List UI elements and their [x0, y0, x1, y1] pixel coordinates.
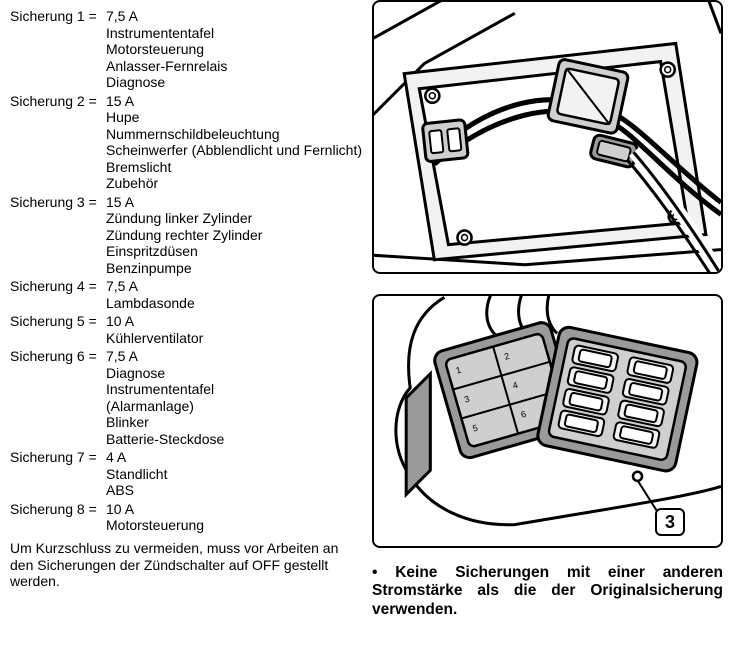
fuse-item: Scheinwerfer (Abblendlicht und Fernlicht…: [106, 142, 362, 159]
fuse-list-column: Sicherung 1 = 7,5 A Instrumententafel Mo…: [0, 0, 368, 660]
fuse-item: Bremslicht: [106, 159, 362, 176]
fuse-items: Diagnose Instrumententafel (Alarmanlage)…: [106, 365, 362, 448]
fuse-item: ABS: [106, 482, 362, 499]
fuse-items: Hupe Nummernschildbeleuchtung Scheinwerf…: [106, 109, 362, 192]
closing-note: Um Kurzschluss zu vermeiden, muss vor Ar…: [10, 540, 350, 590]
fuse-amperage: 4 A: [106, 449, 362, 466]
fuse-label: Sicherung 8 =: [10, 501, 106, 534]
fuse-entry: Sicherung 2 = 15 A Hupe Nummernschildbel…: [10, 93, 362, 192]
fuse-body: 15 A Zündung linker Zylinder Zündung rec…: [106, 194, 362, 277]
fuse-body: 7,5 A Instrumententafel Motorsteuerung A…: [106, 8, 362, 91]
fuse-item: Nummernschildbeleuchtung: [106, 126, 362, 143]
fuse-items: Instrumententafel Motorsteuerung Anlasse…: [106, 25, 362, 91]
fuse-body: 15 A Hupe Nummernschildbeleuchtung Schei…: [106, 93, 362, 192]
fuse-amperage: 15 A: [106, 194, 362, 211]
fuse-entry: Sicherung 7 = 4 A Standlicht ABS: [10, 449, 362, 499]
fuse-body: 7,5 A Lambdasonde: [106, 278, 362, 311]
fuse-item: Motorsteuerung: [106, 41, 362, 58]
fuse-item: Motorsteuerung: [106, 517, 362, 534]
fuse-item: Diagnose: [106, 365, 362, 382]
fuse-item: Blinker: [106, 414, 362, 431]
fuse-label: Sicherung 2 =: [10, 93, 106, 192]
fuse-item: Zubehör: [106, 175, 362, 192]
fuse-amperage: 7,5 A: [106, 348, 362, 365]
fuse-amperage: 7,5 A: [106, 8, 362, 25]
fuse-entry: Sicherung 4 = 7,5 A Lambdasonde: [10, 278, 362, 311]
fuse-item: Anlasser-Fernrelais: [106, 58, 362, 75]
fuse-item: Batterie-Steckdose: [106, 431, 362, 448]
fuse-label: Sicherung 1 =: [10, 8, 106, 91]
fuse-entry: Sicherung 5 = 10 A Kühlerventilator: [10, 313, 362, 346]
fuse-amperage: 15 A: [106, 93, 362, 110]
fuse-items: Zündung linker Zylinder Zündung rechter …: [106, 210, 362, 276]
warning-text: • Keine Sicherungen mit einer anderen St…: [372, 564, 723, 619]
fuse-entry: Sicherung 1 = 7,5 A Instrumententafel Mo…: [10, 8, 362, 91]
fuse-label: Sicherung 7 =: [10, 449, 106, 499]
fuse-item: Diagnose: [106, 74, 362, 91]
figures-column: 1 2 3 4 5 6: [368, 0, 733, 660]
fuse-item: Benzinpumpe: [106, 260, 362, 277]
warning-bullet-icon: •: [372, 564, 377, 581]
fuse-item: Instrumententafel: [106, 381, 362, 398]
fuse-item: Zündung rechter Zylinder: [106, 227, 362, 244]
figure-2-callout: 3: [655, 508, 685, 536]
fuse-item: (Alarmanlage): [106, 398, 362, 415]
fuse-item: Instrumententafel: [106, 25, 362, 42]
fuse-amperage: 10 A: [106, 501, 362, 518]
fuse-item: Lambdasonde: [106, 295, 362, 312]
fuse-entry: Sicherung 8 = 10 A Motorsteuerung: [10, 501, 362, 534]
fuse-item: Kühlerventilator: [106, 330, 362, 347]
fuse-item: Zündung linker Zylinder: [106, 210, 362, 227]
fuse-label: Sicherung 5 =: [10, 313, 106, 346]
fuse-items: Motorsteuerung: [106, 517, 362, 534]
fuse-items: Kühlerventilator: [106, 330, 362, 347]
fuse-body: 7,5 A Diagnose Instrumententafel (Alarma…: [106, 348, 362, 447]
figure-1-svg: [374, 2, 721, 272]
fuse-amperage: 10 A: [106, 313, 362, 330]
fuse-label: Sicherung 4 =: [10, 278, 106, 311]
fuse-items: Lambdasonde: [106, 295, 362, 312]
fuse-body: 4 A Standlicht ABS: [106, 449, 362, 499]
warning-body: Keine Sicherungen mit einer anderen Stro…: [372, 564, 723, 618]
fuse-body: 10 A Kühlerventilator: [106, 313, 362, 346]
fuse-entry: Sicherung 6 = 7,5 A Diagnose Instrumente…: [10, 348, 362, 447]
fuse-amperage: 7,5 A: [106, 278, 362, 295]
fuse-item: Standlicht: [106, 466, 362, 483]
figure-1-compartment: [372, 0, 723, 274]
figure-2-fusebox-open: 1 2 3 4 5 6: [372, 294, 723, 548]
fuse-body: 10 A Motorsteuerung: [106, 501, 362, 534]
fuse-item: Hupe: [106, 109, 362, 126]
fuse-label: Sicherung 6 =: [10, 348, 106, 447]
fuse-label: Sicherung 3 =: [10, 194, 106, 277]
fuse-item: Einspritzdüsen: [106, 243, 362, 260]
fuse-items: Standlicht ABS: [106, 466, 362, 499]
fuse-entry: Sicherung 3 = 15 A Zündung linker Zylind…: [10, 194, 362, 277]
